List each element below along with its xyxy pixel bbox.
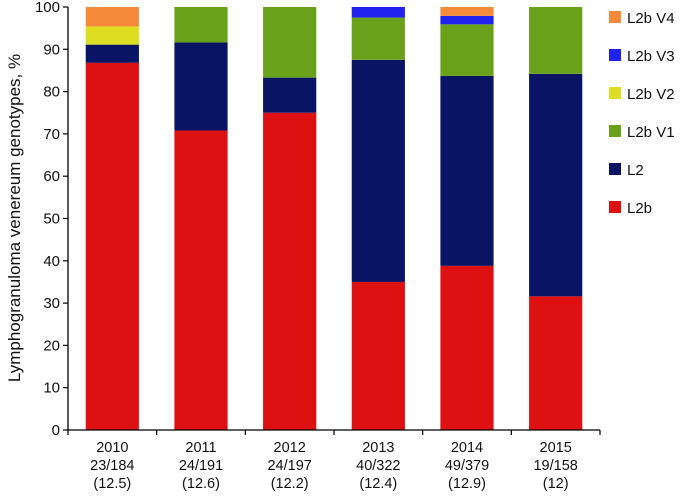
x-category-label: 40/322 [356,458,400,474]
x-category-label: (12.6) [182,476,220,492]
legend: L2b V4 L2b V3 L2b V2 L2b V1 L2 L2b [609,10,675,217]
bar-2014-l2 [440,75,494,266]
bar-2011-l2b [174,130,228,430]
bar-2013-l2 [351,59,405,282]
legend-swatch [609,87,621,99]
bar-2013-l2b-v3 [351,7,405,18]
legend-entry: L2 [627,162,644,179]
bar-2014-l2b [440,265,494,430]
bar-2012-l2b [263,112,317,430]
y-tick-label: 10 [43,380,60,397]
y-tick-label: 90 [43,41,60,58]
bar-2015-l2b-v1 [529,7,583,74]
bar-2011-l2 [174,42,228,131]
y-tick-label: 60 [43,168,60,185]
y-tick-label: 30 [43,295,60,312]
bar-2010-l2b [85,62,139,431]
x-category-label: (12.4) [359,476,397,492]
y-tick-label: 80 [43,84,60,101]
bar-2011-l2b-v1 [174,7,228,43]
legend-swatch [609,11,621,23]
legend-entry: L2b V3 [627,48,675,65]
legend-entry: L2b V2 [627,86,675,103]
bar-2010-l2 [85,44,139,63]
bar-2014-l2b-v1 [440,24,494,76]
x-category-label: 2010 [96,440,128,456]
x-category-label: 23/184 [90,458,134,474]
y-tick-label: 40 [43,253,60,270]
y-tick-label: 100 [35,0,60,16]
x-labels: 2010 23/184 (12.5) 2011 24/191 (12.6) 2012 24/1… [90,440,578,492]
x-category-label: 2012 [274,440,306,456]
bar-2015-l2 [529,73,583,297]
y-tick-label: 50 [43,211,60,228]
x-category-label: (12.9) [448,476,486,492]
x-category-label: 24/191 [179,458,223,474]
legend-swatch [609,125,621,137]
bar-2010-l2b-v4 [85,7,139,27]
y-tick-label: 0 [52,422,60,439]
x-category-label: 24/197 [267,458,311,474]
x-category-label: 19/158 [533,458,577,474]
x-category-label: (12) [543,476,569,492]
legend-swatch [609,201,621,213]
bar-2012-l2b-v1 [263,7,317,78]
x-category-label: 2011 [185,440,216,456]
bar-2014-l2b-v3 [440,15,494,25]
x-category-label: (12.2) [271,476,309,492]
bar-2014-l2b-v4 [440,7,494,16]
legend-entry: L2b V1 [627,124,675,141]
axes [67,7,601,435]
legend-entry: L2b [627,200,652,217]
y-axis-label: Lymphogranuloma venereum genotypes, % [5,54,24,382]
bar-2010-l2b-v2 [85,26,139,45]
bar-2013-l2b-v1 [351,17,405,60]
bar-2015-l2b [529,296,583,430]
x-category-label: (12.5) [93,476,131,492]
x-category-label: 2013 [362,440,394,456]
x-category-label: 49/379 [445,458,489,474]
legend-swatch [609,163,621,175]
y-tick-label: 70 [43,126,60,143]
legend-swatch [609,49,621,61]
bars [85,7,583,431]
bar-2013-l2b [351,281,405,430]
y-tick-label: 20 [43,337,60,354]
bar-2012-l2 [263,77,317,113]
legend-entry: L2b V4 [627,10,675,27]
y-ticks: 0 10 20 30 40 50 60 70 80 90 100 [35,0,68,439]
x-category-label: 2015 [540,440,572,456]
x-category-label: 2014 [451,440,483,456]
